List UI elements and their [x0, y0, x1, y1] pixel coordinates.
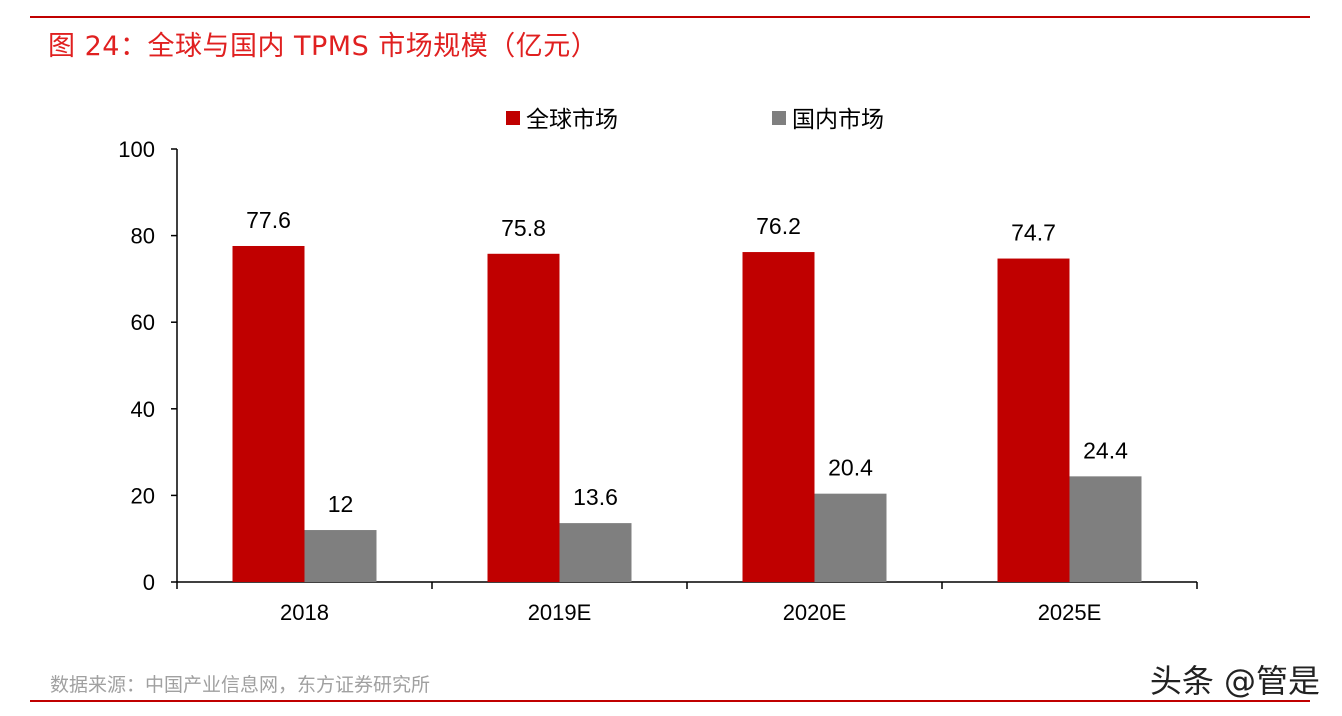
x-tick-label: 2020E [783, 600, 847, 625]
bar-value-label: 75.8 [501, 215, 546, 241]
bar-value-label: 77.6 [246, 207, 291, 233]
x-tick-label: 2019E [528, 600, 592, 625]
chart-legend: 全球市场 国内市场 [506, 106, 884, 132]
top-rule [30, 16, 1310, 18]
bar-value-label: 24.4 [1083, 437, 1128, 463]
chart-bars [232, 245, 1142, 582]
bar-domestic [304, 530, 377, 582]
legend-swatch [772, 111, 786, 125]
x-tick-label: 2018 [280, 600, 329, 625]
y-tick-label: 100 [118, 137, 155, 162]
bar-domestic [1069, 476, 1142, 582]
y-tick-label: 60 [131, 310, 155, 335]
y-axis: 0 20 40 60 80 100 [118, 137, 178, 595]
bottom-rule [30, 700, 1310, 702]
watermark: 头条 @管是 [1149, 662, 1320, 700]
bar-value-label: 76.2 [756, 213, 801, 239]
bar-value-label: 13.6 [573, 484, 618, 510]
bar-global [997, 258, 1070, 582]
x-axis: 2018 2019E 2020E 2025E [176, 581, 1198, 625]
legend-label: 全球市场 [526, 106, 618, 132]
data-source-note: 数据来源：中国产业信息网，东方证券研究所 [50, 674, 431, 696]
y-tick-label: 20 [131, 483, 155, 508]
bar-value-label: 12 [328, 491, 354, 517]
bar-domestic [814, 493, 887, 582]
data-labels: 77.6 75.8 76.2 74.7 12 13.6 20.4 24.4 [246, 207, 1128, 517]
y-tick-label: 80 [131, 224, 155, 249]
figure-title: 图 24：全球与国内 TPMS 市场规模（亿元） [48, 31, 599, 62]
bar-global [232, 245, 305, 582]
x-tick-label: 2025E [1038, 600, 1102, 625]
y-tick-label: 40 [131, 397, 155, 422]
legend-label: 国内市场 [792, 106, 884, 132]
bar-global [487, 253, 560, 582]
legend-swatch [506, 111, 520, 125]
y-tick-label: 0 [143, 570, 155, 595]
bar-domestic [559, 523, 632, 582]
bar-value-label: 20.4 [828, 455, 873, 481]
bar-global [742, 252, 815, 582]
bar-value-label: 74.7 [1011, 220, 1056, 246]
